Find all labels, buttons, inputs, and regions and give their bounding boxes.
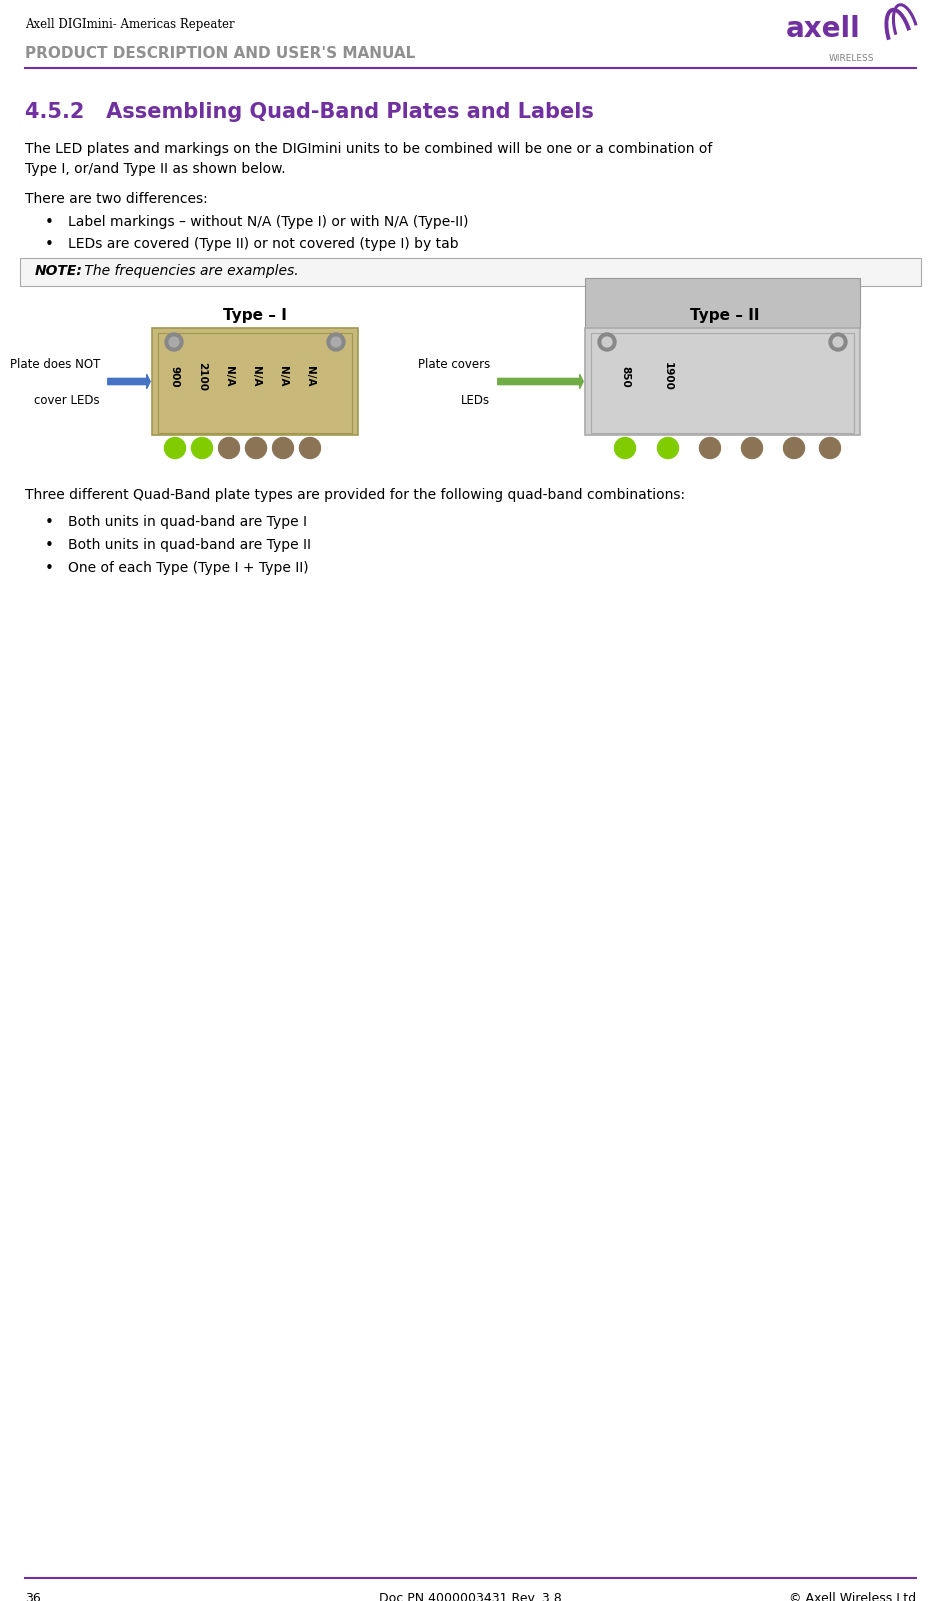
Text: •: • bbox=[45, 237, 54, 251]
Text: © Axell Wireless Ltd: © Axell Wireless Ltd bbox=[789, 1591, 916, 1601]
Text: N/A: N/A bbox=[224, 367, 234, 387]
Circle shape bbox=[742, 437, 762, 458]
Text: Three different Quad-Band plate types are provided for the following quad-band c: Three different Quad-Band plate types ar… bbox=[25, 488, 685, 503]
Circle shape bbox=[784, 437, 805, 458]
Text: •: • bbox=[45, 516, 54, 530]
Text: Doc PN 4000003431 Rev. 3.8: Doc PN 4000003431 Rev. 3.8 bbox=[379, 1591, 562, 1601]
Text: WIRELESS: WIRELESS bbox=[829, 54, 874, 62]
Text: •: • bbox=[45, 215, 54, 231]
Circle shape bbox=[299, 437, 321, 458]
Circle shape bbox=[820, 437, 840, 458]
FancyBboxPatch shape bbox=[585, 279, 860, 328]
Text: The LED plates and markings on the DIGImini units to be combined will be one or : The LED plates and markings on the DIGIm… bbox=[25, 142, 712, 155]
Circle shape bbox=[658, 437, 678, 458]
Text: axell: axell bbox=[786, 14, 861, 43]
Text: cover LEDs: cover LEDs bbox=[35, 394, 100, 407]
Text: Both units in quad-band are Type I: Both units in quad-band are Type I bbox=[68, 516, 307, 528]
Circle shape bbox=[165, 437, 185, 458]
Text: LEDs: LEDs bbox=[461, 394, 490, 407]
Circle shape bbox=[699, 437, 721, 458]
Circle shape bbox=[598, 333, 616, 351]
Text: One of each Type (Type I + Type II): One of each Type (Type I + Type II) bbox=[68, 560, 309, 575]
Text: Label markings – without N/A (Type I) or with N/A (Type-II): Label markings – without N/A (Type I) or… bbox=[68, 215, 469, 229]
Text: 2100: 2100 bbox=[197, 362, 207, 391]
Circle shape bbox=[829, 333, 847, 351]
Circle shape bbox=[192, 437, 213, 458]
Circle shape bbox=[614, 437, 635, 458]
Text: 900: 900 bbox=[170, 365, 180, 387]
Circle shape bbox=[273, 437, 294, 458]
Text: 4.5.2   Assembling Quad-Band Plates and Labels: 4.5.2 Assembling Quad-Band Plates and La… bbox=[25, 102, 594, 122]
Text: The frequencies are examples.: The frequencies are examples. bbox=[80, 264, 298, 279]
Circle shape bbox=[218, 437, 240, 458]
Circle shape bbox=[602, 338, 612, 347]
FancyBboxPatch shape bbox=[152, 328, 358, 435]
Text: •: • bbox=[45, 538, 54, 552]
Text: N/A: N/A bbox=[305, 367, 315, 387]
Text: Axell DIGImini- Americas Repeater: Axell DIGImini- Americas Repeater bbox=[25, 18, 234, 30]
Text: 1900: 1900 bbox=[663, 362, 673, 391]
Circle shape bbox=[327, 333, 345, 351]
Text: Type I, or/and Type II as shown below.: Type I, or/and Type II as shown below. bbox=[25, 162, 286, 176]
Text: LEDs are covered (Type II) or not covered (type I) by tab: LEDs are covered (Type II) or not covere… bbox=[68, 237, 458, 251]
Text: Type – II: Type – II bbox=[691, 307, 759, 323]
Text: NOTE:: NOTE: bbox=[35, 264, 83, 279]
FancyBboxPatch shape bbox=[20, 258, 921, 287]
Text: Type – I: Type – I bbox=[223, 307, 287, 323]
Text: 850: 850 bbox=[620, 365, 630, 387]
Text: Both units in quad-band are Type II: Both units in quad-band are Type II bbox=[68, 538, 311, 552]
Text: PRODUCT DESCRIPTION AND USER'S MANUAL: PRODUCT DESCRIPTION AND USER'S MANUAL bbox=[25, 46, 415, 61]
Text: There are two differences:: There are two differences: bbox=[25, 192, 208, 207]
Text: N/A: N/A bbox=[278, 367, 288, 387]
Circle shape bbox=[169, 338, 179, 347]
Text: •: • bbox=[45, 560, 54, 576]
Circle shape bbox=[833, 338, 843, 347]
Text: 36: 36 bbox=[25, 1591, 40, 1601]
Circle shape bbox=[331, 338, 341, 347]
Text: Plate covers: Plate covers bbox=[418, 359, 490, 371]
Text: Plate does NOT: Plate does NOT bbox=[9, 359, 100, 371]
Text: N/A: N/A bbox=[251, 367, 261, 387]
Circle shape bbox=[165, 333, 183, 351]
Circle shape bbox=[246, 437, 266, 458]
FancyBboxPatch shape bbox=[585, 328, 860, 435]
